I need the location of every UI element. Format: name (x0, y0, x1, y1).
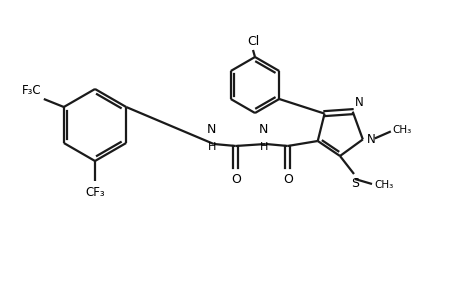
Text: CF₃: CF₃ (85, 186, 105, 199)
Text: H: H (207, 142, 215, 152)
Text: H: H (259, 142, 267, 152)
Text: N: N (207, 123, 216, 136)
Text: S: S (350, 177, 358, 190)
Text: N: N (258, 123, 268, 136)
Text: O: O (282, 173, 292, 186)
Text: N: N (366, 133, 375, 146)
Text: Cl: Cl (246, 35, 258, 48)
Text: N: N (354, 96, 363, 109)
Text: F₃C: F₃C (22, 84, 42, 97)
Text: CH₃: CH₃ (392, 125, 411, 135)
Text: O: O (230, 173, 240, 186)
Text: CH₃: CH₃ (373, 180, 392, 190)
